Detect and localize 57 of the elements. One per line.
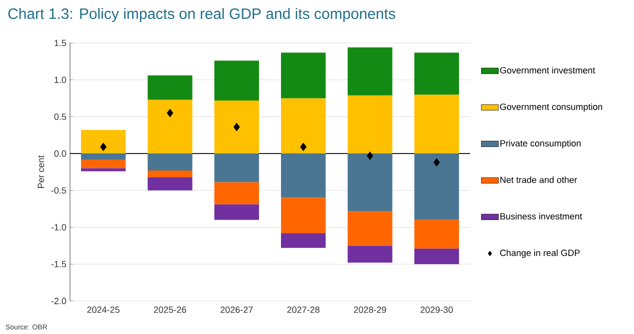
y-tick-label: 1.0: [54, 76, 66, 84]
bar: [281, 233, 326, 248]
legend-label: Private consumption: [500, 140, 581, 148]
legend-label: Business investment: [500, 212, 582, 220]
y-tick-label: 1.5: [54, 40, 66, 46]
point: [433, 158, 440, 167]
bar: [148, 177, 192, 190]
bar: [281, 52, 326, 98]
bar: [281, 198, 326, 234]
bar: [414, 220, 459, 249]
bar: [348, 47, 392, 96]
legend-label: Change in real GDP: [500, 249, 580, 258]
legend-label: Government investment: [500, 66, 596, 74]
bar: [414, 248, 459, 264]
x-tick-label: 2026-27: [220, 306, 253, 313]
y-tick-label: 0.5: [54, 114, 66, 120]
y-axis-title: Per cent: [38, 155, 44, 188]
bar: [148, 154, 192, 171]
bar: [348, 211, 392, 246]
point: [166, 108, 174, 118]
bar: [214, 60, 259, 100]
bar: [414, 154, 459, 220]
bar: [281, 154, 326, 198]
point: [366, 152, 374, 160]
legend-label: Net trade and other: [500, 176, 578, 184]
point: [100, 142, 107, 152]
bar: [81, 168, 126, 172]
bar: [214, 100, 259, 154]
bar: [81, 130, 126, 154]
bar: [214, 204, 259, 220]
y-tick-label: -2.0: [51, 298, 66, 304]
y-tick-label: -1.0: [51, 224, 66, 230]
y-tick-label: -1.5: [51, 260, 66, 268]
bar: [214, 182, 259, 204]
chart-title: Chart 1.3: Policy impacts on real GDP and its components: [8, 8, 396, 22]
legend-label: Government consumption: [500, 103, 602, 112]
bar: [414, 94, 459, 154]
x-tick-label: 2024-25: [87, 306, 120, 313]
point: [300, 142, 307, 152]
y-tick-label: 0.0: [54, 150, 66, 157]
bar: [348, 154, 392, 212]
x-tick-label: 2028-29: [354, 306, 386, 313]
x-tick-label: 2025-26: [154, 306, 186, 313]
bar: [148, 100, 192, 154]
bar: [81, 159, 126, 168]
y-tick-label: -0.5: [51, 187, 66, 194]
bar: [414, 52, 459, 95]
bar: [148, 170, 192, 178]
x-tick-label: 2027-28: [287, 306, 320, 313]
bar: [348, 246, 392, 263]
bar: [348, 95, 392, 154]
bar: [148, 75, 192, 100]
point: [233, 122, 240, 132]
bar: [281, 98, 326, 154]
bar: [81, 154, 126, 160]
bar: [214, 154, 259, 182]
x-tick-label: 2029-30: [420, 306, 453, 313]
